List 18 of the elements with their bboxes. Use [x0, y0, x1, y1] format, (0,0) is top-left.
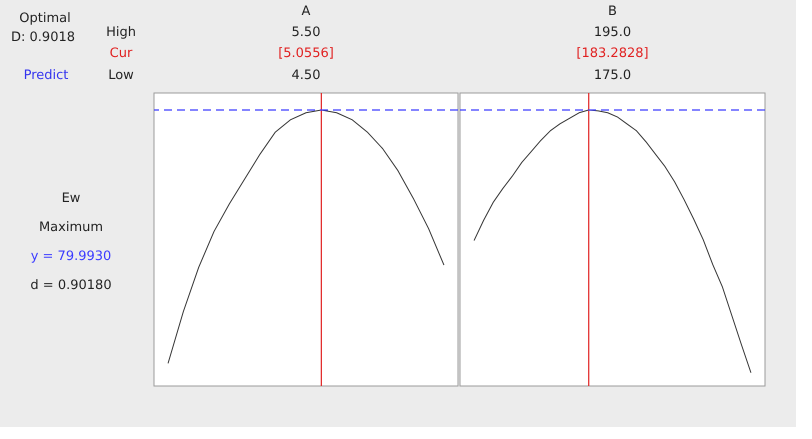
text: Cur: [110, 46, 133, 61]
chart-title: B: [608, 4, 617, 19]
text: d = 0.90180: [30, 278, 112, 293]
text: [183.2828]: [576, 46, 649, 61]
text: Low: [108, 68, 134, 83]
text: 175.0: [594, 68, 632, 83]
text: D: 0.9018: [10, 30, 76, 45]
text: 5.50: [292, 25, 320, 40]
text: Optimal: [19, 11, 71, 26]
text: 4.50: [292, 68, 320, 83]
text: y = 79.9930: [30, 249, 112, 264]
text: High: [106, 25, 136, 40]
text: Predict: [24, 68, 68, 83]
text: 195.0: [594, 25, 632, 40]
text: Ew: [62, 191, 81, 206]
text: [5.0556]: [278, 46, 334, 61]
chart-title: A: [302, 4, 311, 19]
text: Maximum: [38, 220, 104, 235]
